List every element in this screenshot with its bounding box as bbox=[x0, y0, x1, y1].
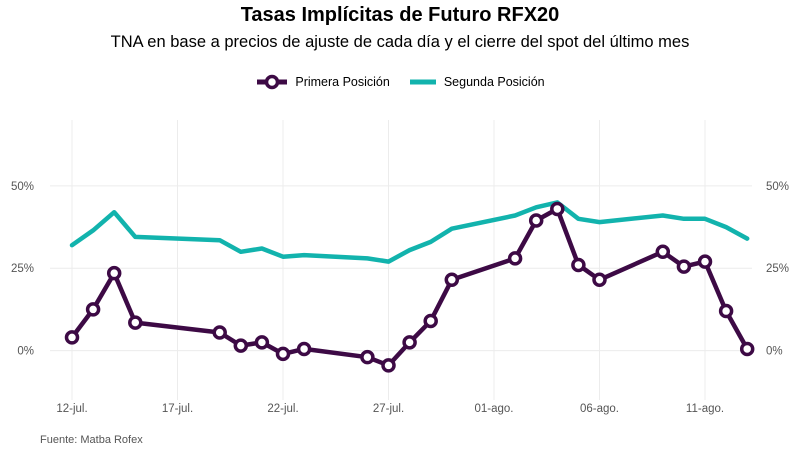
data-point-primera bbox=[676, 259, 692, 274]
chart-subtitle: TNA en base a precios de ajuste de cada … bbox=[110, 33, 690, 51]
legend-item-segunda: Segunda Posición bbox=[408, 74, 545, 90]
x-tick-label: 11-ago. bbox=[686, 403, 724, 415]
legend-item-primera: Primera Posición bbox=[255, 74, 390, 90]
data-point-primera bbox=[106, 265, 122, 281]
data-point-primera bbox=[423, 313, 438, 329]
y-tick-label-left: 50% bbox=[11, 181, 34, 193]
data-point-primera bbox=[550, 201, 565, 217]
x-tick-label: 17-jul. bbox=[162, 403, 193, 415]
chart-title: Tasas Implícitas de Futuro RFX20 bbox=[240, 4, 560, 26]
legend-label-primera: Primera Posición bbox=[295, 75, 390, 89]
data-point-primera bbox=[296, 341, 312, 357]
x-tick-label: 22-jul. bbox=[267, 403, 298, 415]
data-point-primera bbox=[212, 325, 227, 340]
data-point-primera bbox=[402, 335, 417, 350]
legend-swatch-segunda bbox=[409, 79, 436, 85]
data-point-primera bbox=[718, 303, 734, 319]
data-point-primera bbox=[128, 315, 143, 330]
data-point-primera bbox=[592, 272, 607, 288]
legend-swatch-primera bbox=[257, 74, 288, 90]
data-point-primera bbox=[360, 349, 375, 365]
data-point-primera bbox=[655, 244, 671, 260]
x-tick-label: 12-jul. bbox=[56, 403, 87, 415]
data-point-primera bbox=[697, 254, 713, 269]
data-point-primera bbox=[528, 213, 544, 228]
y-tick-label-right: 50% bbox=[766, 181, 789, 193]
legend-label-segunda: Segunda Posición bbox=[443, 75, 545, 89]
data-point-primera bbox=[739, 341, 755, 357]
data-point-primera bbox=[381, 358, 396, 373]
data-point-primera bbox=[85, 302, 101, 317]
data-point-primera bbox=[571, 257, 586, 273]
data-point-primera bbox=[64, 330, 80, 345]
x-tick-label: 27-jul. bbox=[373, 403, 404, 415]
y-tick-label-left: 0% bbox=[17, 346, 34, 358]
legend: Primera Posición Segunda Posición bbox=[0, 74, 800, 90]
y-tick-label-right: 0% bbox=[766, 346, 783, 358]
series-line-segunda bbox=[69, 200, 750, 264]
y-tick-label-left: 25% bbox=[11, 263, 34, 275]
x-tick-label: 01-ago. bbox=[474, 403, 513, 415]
data-point-primera bbox=[507, 251, 523, 266]
data-point-primera bbox=[444, 272, 460, 288]
data-point-primera bbox=[254, 335, 270, 350]
source-note: Fuente: Matba Rofex bbox=[40, 434, 143, 446]
data-point-primera bbox=[233, 338, 249, 353]
x-tick-label: 06-ago. bbox=[580, 403, 619, 415]
data-point-primera bbox=[275, 346, 291, 362]
y-tick-label-right: 25% bbox=[766, 263, 789, 275]
